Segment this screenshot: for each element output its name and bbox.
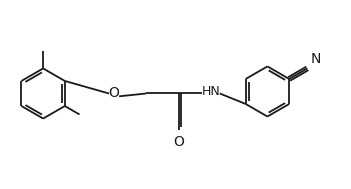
Text: O: O	[108, 87, 119, 101]
Text: HN: HN	[201, 85, 220, 98]
Text: O: O	[173, 135, 184, 149]
Text: N: N	[311, 52, 321, 66]
